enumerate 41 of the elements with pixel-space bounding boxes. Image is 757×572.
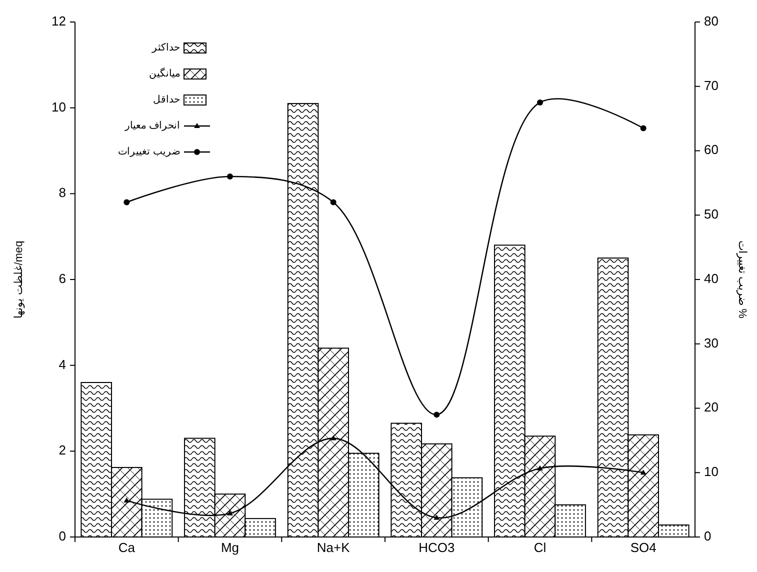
point (330, 199, 336, 206)
legend-label: حداکثر (151, 42, 180, 54)
legend-label: میانگین (149, 68, 180, 80)
y2-tick-label: 0 (704, 528, 712, 544)
y2-tick-label: 40 (704, 270, 718, 286)
y2-tick-label: 50 (704, 206, 718, 222)
x-tick-label: Ca (118, 540, 136, 555)
point (640, 125, 646, 132)
y-tick-label: 12 (52, 13, 66, 28)
y-tick-label: 2 (58, 442, 66, 458)
y2-tick-label: 60 (704, 142, 718, 158)
point (330, 435, 336, 440)
y2-tick-label: 80 (704, 13, 718, 28)
point (537, 465, 543, 470)
x-tick-label: HCO3 (418, 540, 455, 555)
y-tick-label: 4 (58, 356, 66, 372)
y-tick-label: 0 (58, 528, 66, 544)
y-tick-label: 6 (58, 270, 66, 286)
y2-tick-label: 70 (704, 78, 718, 93)
x-tick-label: SO4 (630, 540, 656, 555)
x-tick-label: Cl (534, 540, 546, 555)
y-axis-title: غلظت یونها/meq (13, 240, 25, 318)
point (227, 510, 233, 516)
point (640, 470, 646, 475)
point (434, 514, 440, 520)
point (537, 99, 543, 106)
y2-tick-label: 30 (704, 335, 718, 350)
legend-label: انحراف معیار (124, 120, 180, 132)
y-tick-label: 10 (52, 99, 66, 114)
point (124, 199, 130, 206)
y2-tick-label: 20 (704, 400, 718, 415)
point (124, 498, 130, 503)
legend-label: ضریب تغییرات (118, 146, 180, 158)
y-tick-label: 8 (58, 185, 66, 200)
x-tick-label: Mg (220, 540, 240, 555)
y2-axis-title: ضریب تغییرات % (736, 240, 748, 319)
x-tick-label: Na+K (316, 540, 350, 555)
legend-label: حداقل (153, 94, 180, 106)
y2-tick-label: 10 (704, 464, 718, 480)
point (227, 174, 233, 180)
point (434, 412, 440, 418)
